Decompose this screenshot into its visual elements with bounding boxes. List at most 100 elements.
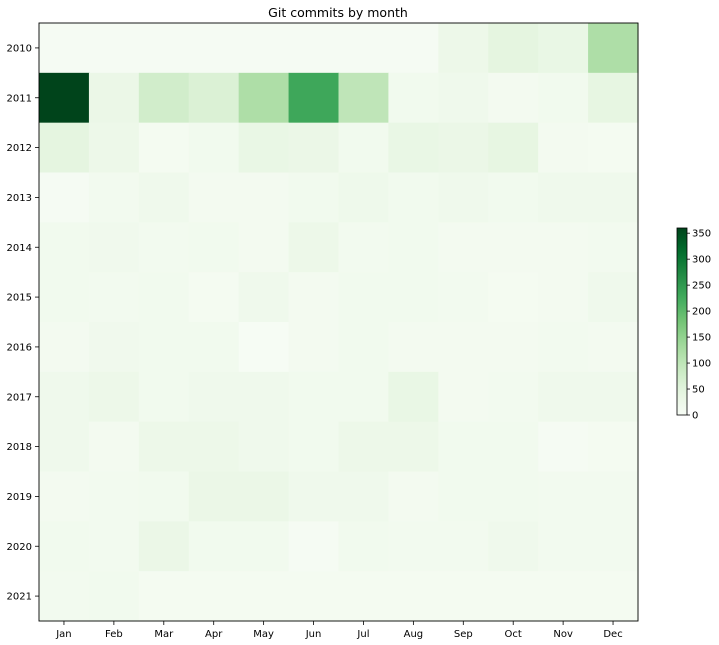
heatmap-cell-2021-Mar (138, 571, 190, 622)
heatmap-cell-2014-Nov (538, 222, 589, 273)
heatmap-cell-2011-Sep (438, 72, 489, 124)
x-tick-label: Jun (305, 629, 322, 640)
colorbar-tick-label: 50 (692, 385, 705, 396)
heatmap-cell-2014-May (238, 222, 290, 273)
heatmap-cell-2018-Oct (488, 421, 539, 473)
heatmap-cell-2016-Jan (39, 322, 90, 373)
x-tick-label: May (253, 629, 274, 640)
heatmap-cell-2021-Sep (438, 571, 489, 622)
heatmap-cell-2010-Aug (388, 23, 439, 74)
heatmap-cell-2013-Oct (488, 172, 539, 223)
x-tick-label: Jul (356, 629, 369, 640)
y-tick-label: 2016 (7, 342, 32, 353)
heatmap-cell-2020-Nov (538, 521, 589, 572)
heatmap-cell-2021-Apr (188, 571, 240, 622)
y-tick-label: 2020 (7, 542, 32, 553)
heatmap-cell-2016-Oct (488, 322, 539, 373)
heatmap-cell-2012-Jul (338, 122, 390, 174)
heatmap-cell-2019-Sep (438, 471, 489, 522)
heatmap-cell-2018-Aug (388, 421, 439, 473)
heatmap-cell-2015-Apr (188, 272, 240, 323)
x-tick-label: Nov (553, 629, 573, 640)
colorbar-tick-label: 200 (692, 307, 711, 318)
heatmap-cell-2019-Jul (338, 471, 390, 522)
heatmap-cell-2011-Nov (538, 72, 589, 124)
heatmap-cell-2019-Dec (588, 471, 639, 522)
heatmap-cell-2012-Dec (588, 122, 639, 174)
heatmap-cell-2016-Sep (438, 322, 489, 373)
heatmap-cell-2018-May (238, 421, 290, 473)
x-axis: Jan Feb Mar Apr May Jun Jul Aug Sep Oct Nov Dec (55, 621, 623, 640)
heatmap-cell-2016-Dec (588, 322, 639, 373)
y-tick-label: 2021 (7, 592, 32, 603)
heatmap-cell-2012-Jan (39, 122, 90, 174)
heatmap-cell-2019-Jun (288, 471, 340, 522)
heatmap-cell-2017-Nov (538, 371, 589, 423)
heatmap-cell-2010-Jun (288, 23, 340, 74)
heatmap-cell-2018-Nov (538, 421, 589, 473)
heatmap-cell-2019-Apr (188, 471, 240, 522)
heatmap-cell-2017-Mar (138, 371, 190, 423)
y-tick-label: 2015 (7, 293, 32, 304)
heatmap-cell-2019-Oct (488, 471, 539, 522)
heatmap-cell-2014-Jan (39, 222, 90, 273)
chart-title: Git commits by month (268, 5, 408, 20)
heatmap-cell-2014-Jun (288, 222, 340, 273)
heatmap-cell-2011-Apr (188, 72, 240, 124)
colorbar-tick-label: 300 (692, 255, 711, 266)
x-tick-label: Mar (154, 629, 174, 640)
heatmap-cell-2013-Sep (438, 172, 489, 223)
heatmap-cell-2011-Jul (338, 72, 390, 124)
heatmap-cell-2012-Sep (438, 122, 489, 174)
heatmap-cell-2015-Nov (538, 272, 589, 323)
heatmap-cell-2011-Dec (588, 72, 639, 124)
colorbar-gradient (676, 227, 688, 416)
heatmap-cell-2018-Dec (588, 421, 639, 473)
heatmap-cell-2021-Dec (588, 571, 639, 622)
heatmap-cell-2013-Apr (188, 172, 240, 223)
colorbar-tick-label: 150 (692, 333, 711, 344)
heatmap-cell-2020-Apr (188, 521, 240, 572)
heatmap-cell-2014-Jul (338, 222, 390, 273)
heatmap-cell-2016-Jun (288, 322, 340, 373)
heatmap-cell-2019-Mar (138, 471, 190, 522)
heatmap-cell-2018-Feb (88, 421, 140, 473)
heatmap-cell-2015-Jun (288, 272, 340, 323)
heatmap-cell-2020-Jun (288, 521, 340, 572)
heatmap-cell-2010-Mar (138, 23, 190, 74)
heatmap-cell-2020-Oct (488, 521, 539, 572)
y-tick-label: 2012 (7, 143, 32, 154)
heatmap-cell-2015-Sep (438, 272, 489, 323)
heatmap-cell-2013-Jul (338, 172, 390, 223)
heatmap-cell-2014-Feb (88, 222, 140, 273)
x-tick-label: Aug (404, 629, 424, 640)
heatmap-cell-2021-Jun (288, 571, 340, 622)
heatmap-cell-2017-Aug (388, 371, 439, 423)
heatmap-cell-2021-Aug (388, 571, 439, 622)
heatmap-cell-2012-Apr (188, 122, 240, 174)
y-tick-label: 2018 (7, 442, 32, 453)
heatmap-cell-2012-Jun (288, 122, 340, 174)
heatmap-cell-2014-Sep (438, 222, 489, 273)
heatmap-cell-2021-Nov (538, 571, 589, 622)
heatmap-cell-2011-Feb (88, 72, 140, 124)
heatmap-cell-2014-Dec (588, 222, 639, 273)
heatmap-cells (39, 23, 639, 622)
colorbar-tick-label: 250 (692, 281, 711, 292)
heatmap-cell-2016-Aug (388, 322, 439, 373)
colorbar-tick-label: 0 (692, 411, 698, 422)
heatmap-cell-2021-Feb (88, 571, 140, 622)
y-tick-label: 2013 (7, 193, 32, 204)
heatmap-cell-2017-Dec (588, 371, 639, 423)
heatmap-cell-2018-Mar (138, 421, 190, 473)
heatmap-cell-2016-Jul (338, 322, 390, 373)
heatmap-cell-2010-May (238, 23, 290, 74)
heatmap-cell-2011-Mar (138, 72, 190, 124)
x-tick-label: Sep (454, 629, 473, 640)
heatmap-cell-2017-Jan (39, 371, 90, 423)
heatmap-cell-2011-Jun (288, 72, 340, 124)
heatmap-cell-2014-Oct (488, 222, 539, 273)
heatmap-cell-2017-Sep (438, 371, 489, 423)
heatmap-cell-2021-May (238, 571, 290, 622)
heatmap-cell-2010-Sep (438, 23, 489, 74)
